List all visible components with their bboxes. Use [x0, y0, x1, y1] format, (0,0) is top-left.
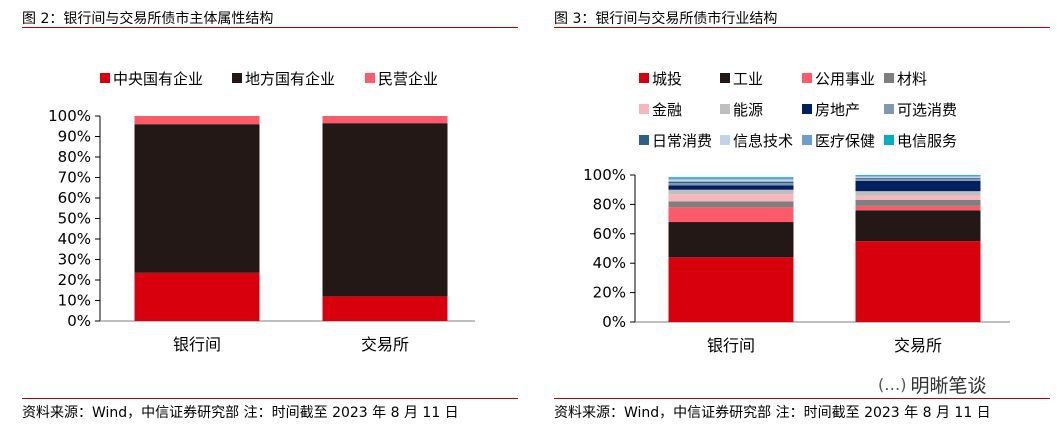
legend-swatch — [639, 104, 649, 114]
bar-segment — [134, 124, 260, 273]
figure-2-chart: 0% 10% 20% 30% 40% 50% 60% 70% 80% 90% 100% 银行间 交易所 中… — [48, 70, 475, 354]
legend-swatch — [100, 73, 110, 83]
bar-segment — [668, 201, 794, 208]
y-tick-label: 60% — [58, 189, 91, 207]
bar-segment — [668, 189, 794, 195]
legend-label: 能源 — [733, 101, 763, 119]
y-tick-label: 30% — [58, 251, 91, 269]
bar-segment — [855, 175, 981, 176]
legend-swatch — [802, 135, 812, 145]
figure-2-panel: 图 2：银行间与交易所债市主体属性结构 0% 10% 20% 30% 40% 50% 60%… — [22, 11, 518, 421]
bar-segment — [668, 222, 794, 258]
bar-segment — [855, 191, 981, 196]
y-tick-label: 80% — [58, 148, 91, 166]
bar-segment — [855, 177, 981, 179]
bar-segment — [855, 241, 981, 322]
legend-label: 信息技术 — [733, 132, 793, 150]
bar-segment — [855, 178, 981, 181]
watermark: (…) 明晰笔谈 — [878, 371, 987, 398]
y-tick-label: 40% — [58, 230, 91, 248]
wechat-bubble-icon: (…) — [878, 375, 907, 394]
figure-2-source-rule — [22, 398, 518, 399]
figure-3-source: 资料来源：Wind，中信证券研究部 注：时间截至 2023 年 8 月 11 日 — [554, 405, 991, 421]
legend-label: 城投 — [652, 70, 682, 88]
legend-swatch — [365, 73, 375, 83]
bar-segment — [668, 207, 794, 223]
legend-swatch — [802, 73, 812, 83]
legend-swatch — [232, 73, 242, 83]
y-tick-label: 100% — [583, 166, 626, 184]
legend-label: 医疗保健 — [815, 132, 875, 150]
legend-label: 工业 — [733, 70, 763, 88]
y-tick-label: 0% — [602, 313, 626, 331]
legend-swatch — [720, 135, 730, 145]
bar-segment — [668, 177, 794, 178]
figure-3-source-rule — [554, 398, 1050, 399]
y-tick-label: 100% — [48, 107, 91, 125]
bar-segment — [855, 175, 981, 177]
legend-label: 金融 — [652, 101, 682, 119]
bar-segment — [668, 257, 794, 322]
legend-swatch — [802, 104, 812, 114]
figure-2-title: 图 2：银行间与交易所债市主体属性结构 — [22, 11, 274, 27]
y-tick-label: 50% — [58, 210, 91, 228]
y-tick-label: 0% — [67, 312, 91, 330]
bar-segment — [855, 199, 981, 206]
y-tick-label: 40% — [593, 254, 626, 272]
bar-segment — [668, 185, 794, 190]
legend-label: 材料 — [897, 70, 927, 88]
y-tick-label: 80% — [593, 195, 626, 213]
legend-swatch — [884, 73, 894, 83]
bar-segment — [855, 180, 981, 192]
x-category-label: 银行间 — [173, 335, 221, 354]
legend-label: 房地产 — [815, 101, 860, 119]
legend-label: 公用事业 — [815, 70, 875, 88]
x-category-label: 交易所 — [894, 336, 942, 355]
y-tick-label: 20% — [58, 271, 91, 289]
y-tick-label: 90% — [58, 128, 91, 146]
figure-3-title-rule — [554, 27, 1050, 28]
bar-segment — [322, 123, 448, 297]
bar-segment — [322, 296, 448, 321]
legend-swatch — [884, 135, 894, 145]
bar-segment — [855, 176, 981, 178]
legend-swatch — [720, 73, 730, 83]
bar-segment — [855, 195, 981, 200]
y-tick-label: 20% — [593, 284, 626, 302]
bar-segment — [668, 181, 794, 184]
bar-segment — [668, 194, 794, 202]
figure-3-title: 图 3：银行间与交易所债市行业结构 — [554, 11, 778, 27]
legend-label: 中央国有企业 — [113, 70, 203, 88]
bar-segment — [668, 177, 794, 180]
y-tick-label: 70% — [58, 169, 91, 187]
y-tick-label: 60% — [593, 225, 626, 243]
bar-segment — [855, 205, 981, 211]
x-category-label: 交易所 — [361, 335, 409, 354]
legend-label: 民营企业 — [378, 70, 438, 88]
x-category-label: 银行间 — [707, 336, 755, 355]
bar-segment — [668, 179, 794, 182]
watermark-text: 明晰笔谈 — [910, 375, 987, 397]
bar-segment — [855, 210, 981, 242]
bar-segment — [134, 116, 260, 125]
legend-swatch — [720, 104, 730, 114]
bar-segment — [668, 183, 794, 186]
figure-2-source: 资料来源：Wind，中信证券研究部 注：时间截至 2023 年 8 月 11 日 — [22, 405, 459, 421]
legend-swatch — [639, 135, 649, 145]
bar-segment — [134, 272, 260, 321]
legend-swatch — [639, 73, 649, 83]
legend-label: 地方国有企业 — [245, 70, 335, 88]
legend-swatch — [884, 104, 894, 114]
legend-label: 电信服务 — [897, 132, 957, 150]
y-tick-label: 10% — [58, 292, 91, 310]
legend-label: 可选消费 — [897, 101, 957, 119]
figure-3-panel: 图 3：银行间与交易所债市行业结构 0% 20% 40% 60% 80% 100% 银行间 交… — [532, 0, 1064, 438]
figure-2-title-rule — [22, 27, 518, 28]
bar-segment — [322, 116, 448, 124]
legend-label: 日常消费 — [652, 132, 712, 150]
